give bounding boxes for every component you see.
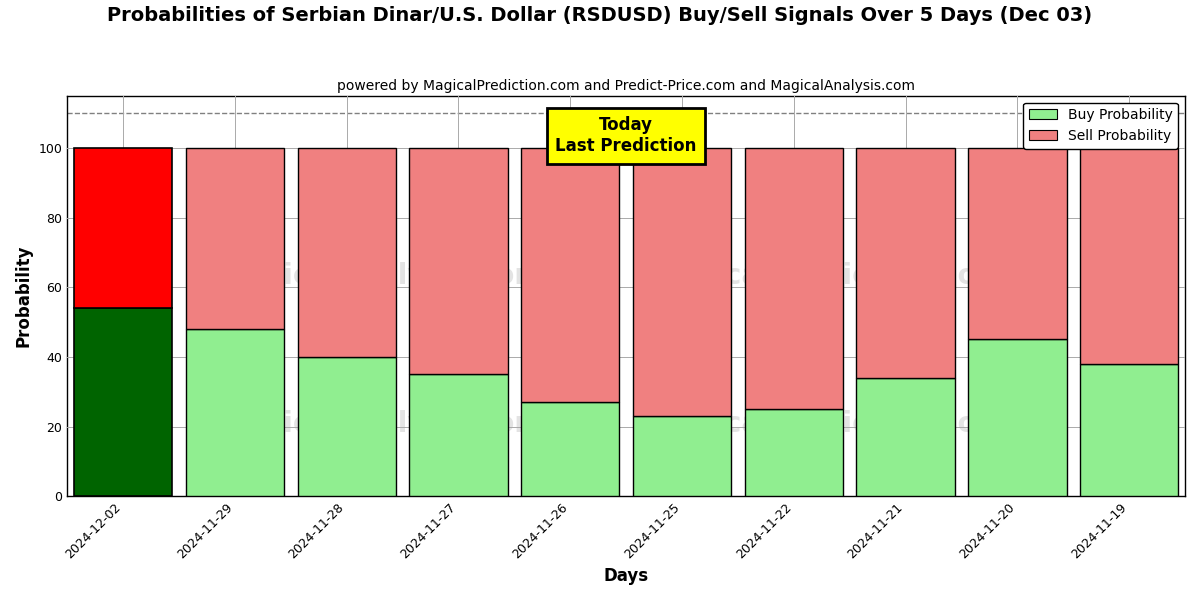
Text: MagicalPrediction.com: MagicalPrediction.com: [649, 262, 1006, 290]
Bar: [745, 409, 842, 496]
Bar: [745, 148, 842, 409]
Bar: [1080, 148, 1178, 364]
Text: MagicalPrediction.com: MagicalPrediction.com: [649, 410, 1006, 438]
Bar: [1080, 364, 1178, 496]
Bar: [409, 374, 508, 496]
Text: MagicalAnalysis.com: MagicalAnalysis.com: [217, 410, 544, 438]
Bar: [521, 148, 619, 402]
Text: Today
Last Prediction: Today Last Prediction: [556, 116, 697, 155]
Bar: [298, 148, 396, 357]
Bar: [968, 148, 1067, 340]
Title: powered by MagicalPrediction.com and Predict-Price.com and MagicalAnalysis.com: powered by MagicalPrediction.com and Pre…: [337, 79, 916, 93]
Bar: [632, 148, 731, 416]
Bar: [857, 148, 955, 378]
Bar: [186, 329, 284, 496]
Text: MagicalAnalysis.com: MagicalAnalysis.com: [217, 262, 544, 290]
Bar: [298, 357, 396, 496]
Bar: [968, 340, 1067, 496]
Bar: [632, 416, 731, 496]
Bar: [521, 402, 619, 496]
Bar: [74, 148, 173, 308]
X-axis label: Days: Days: [604, 567, 649, 585]
Bar: [857, 378, 955, 496]
Text: Probabilities of Serbian Dinar/U.S. Dollar (RSDUSD) Buy/Sell Signals Over 5 Days: Probabilities of Serbian Dinar/U.S. Doll…: [108, 6, 1092, 25]
Bar: [409, 148, 508, 374]
Bar: [74, 308, 173, 496]
Bar: [186, 148, 284, 329]
Legend: Buy Probability, Sell Probability: Buy Probability, Sell Probability: [1024, 103, 1178, 149]
Y-axis label: Probability: Probability: [14, 245, 34, 347]
